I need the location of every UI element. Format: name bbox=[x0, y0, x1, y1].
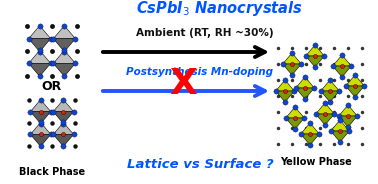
Polygon shape bbox=[345, 75, 364, 86]
Text: Postsynthesis Mn-doping: Postsynthesis Mn-doping bbox=[127, 67, 274, 77]
Polygon shape bbox=[339, 116, 357, 127]
Polygon shape bbox=[316, 114, 335, 125]
Polygon shape bbox=[339, 105, 357, 116]
Polygon shape bbox=[306, 45, 324, 56]
Polygon shape bbox=[53, 100, 74, 112]
Text: Yellow Phase: Yellow Phase bbox=[280, 157, 352, 167]
Polygon shape bbox=[53, 50, 75, 63]
Polygon shape bbox=[331, 131, 349, 142]
Polygon shape bbox=[316, 103, 335, 114]
Polygon shape bbox=[29, 26, 51, 39]
Text: Lattice vs Surface ?: Lattice vs Surface ? bbox=[127, 158, 273, 171]
Text: Black Phase: Black Phase bbox=[19, 167, 85, 177]
Polygon shape bbox=[29, 50, 51, 63]
Polygon shape bbox=[30, 134, 51, 146]
Polygon shape bbox=[53, 26, 75, 39]
Polygon shape bbox=[30, 112, 51, 124]
Polygon shape bbox=[321, 91, 339, 102]
Polygon shape bbox=[53, 112, 74, 124]
Polygon shape bbox=[53, 134, 74, 146]
Polygon shape bbox=[321, 80, 339, 91]
Polygon shape bbox=[53, 39, 75, 52]
Polygon shape bbox=[333, 55, 351, 66]
Polygon shape bbox=[30, 100, 51, 112]
Polygon shape bbox=[306, 56, 324, 67]
Polygon shape bbox=[53, 122, 74, 134]
Polygon shape bbox=[345, 86, 364, 97]
Polygon shape bbox=[276, 91, 294, 102]
Polygon shape bbox=[301, 134, 319, 145]
Polygon shape bbox=[29, 39, 51, 52]
Polygon shape bbox=[30, 122, 51, 134]
Text: Ambient (RT, RH ~30%): Ambient (RT, RH ~30%) bbox=[136, 28, 274, 38]
Polygon shape bbox=[296, 77, 314, 88]
Polygon shape bbox=[296, 88, 314, 99]
Text: OR: OR bbox=[42, 81, 62, 93]
Polygon shape bbox=[301, 123, 319, 134]
Polygon shape bbox=[53, 63, 75, 76]
Polygon shape bbox=[333, 66, 351, 77]
Text: X: X bbox=[169, 67, 197, 101]
Polygon shape bbox=[331, 120, 349, 131]
Polygon shape bbox=[276, 80, 294, 91]
Polygon shape bbox=[283, 53, 301, 64]
Text: CsPbI$_3$ Nanocrystals: CsPbI$_3$ Nanocrystals bbox=[136, 0, 304, 17]
Polygon shape bbox=[286, 118, 304, 129]
Polygon shape bbox=[29, 63, 51, 76]
Polygon shape bbox=[283, 64, 301, 75]
Polygon shape bbox=[286, 107, 304, 118]
